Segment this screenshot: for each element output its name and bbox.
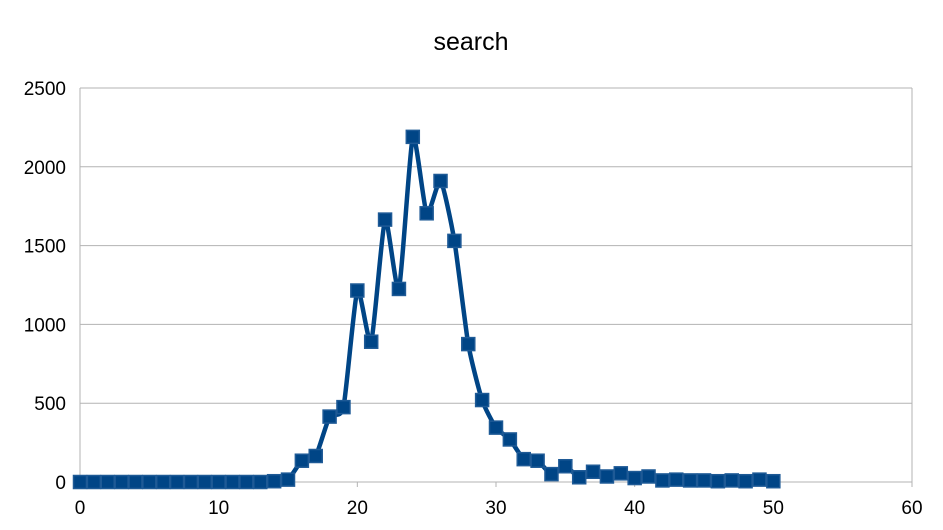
x-tick-label: 10 [208, 498, 229, 519]
data-point [766, 473, 781, 489]
data-point [363, 334, 379, 349]
data-point [738, 473, 753, 489]
data-point [571, 470, 587, 485]
data-point [308, 448, 323, 464]
x-tick-label: 20 [347, 498, 368, 519]
x-tick-labels: 0 10 20 30 40 50 60 [75, 498, 923, 519]
data-point [142, 474, 157, 490]
data-point [696, 473, 712, 488]
data-point [558, 458, 573, 474]
data-markers [72, 129, 781, 490]
data-point [488, 420, 504, 435]
y-tick-labels: 0 500 1000 1500 2000 2500 [24, 79, 66, 494]
data-point [447, 233, 462, 249]
data-point [72, 474, 88, 490]
data-point [641, 469, 656, 484]
x-tick-label: 60 [901, 498, 922, 519]
data-point [128, 474, 143, 490]
y-tick-label: 1500 [24, 237, 66, 258]
data-point [613, 466, 629, 481]
data-point [239, 474, 254, 490]
data-point [155, 474, 171, 490]
data-point [669, 472, 684, 487]
data-point [294, 453, 310, 468]
data-point [502, 432, 518, 447]
data-point [627, 470, 642, 486]
data-point [377, 212, 393, 227]
data-series [80, 134, 774, 485]
data-point [391, 281, 407, 297]
data-point [474, 392, 490, 408]
data-point [682, 473, 698, 488]
data-point [266, 473, 282, 489]
data-point [211, 474, 226, 490]
data-point [322, 409, 337, 424]
data-point [183, 474, 199, 490]
data-point [86, 474, 102, 490]
chart-title: search [433, 28, 508, 56]
data-point [169, 474, 185, 490]
data-point [599, 469, 615, 484]
data-point [530, 453, 545, 468]
y-tick-label: 500 [34, 394, 66, 415]
data-point [336, 399, 351, 415]
data-point [197, 474, 213, 490]
data-point [710, 473, 726, 489]
data-point [253, 474, 268, 490]
data-point [419, 206, 434, 221]
y-tick-label: 2000 [24, 158, 66, 179]
data-point [100, 474, 115, 490]
data-point [461, 336, 476, 352]
data-point [280, 472, 296, 487]
x-tick-label: 30 [485, 498, 506, 519]
data-point [544, 466, 559, 482]
data-point [585, 464, 601, 480]
data-point [724, 473, 739, 488]
x-tick-label: 0 [75, 498, 86, 519]
x-tick-label: 40 [624, 498, 645, 519]
data-point [225, 474, 240, 490]
x-tick-label: 50 [763, 498, 784, 519]
y-tick-label: 2500 [24, 79, 66, 100]
data-point [433, 173, 448, 189]
data-point [516, 451, 531, 467]
y-tick-label: 1000 [24, 315, 66, 336]
data-point [655, 473, 670, 488]
y-tick-label: 0 [55, 473, 66, 494]
series-line [80, 134, 774, 485]
data-point [114, 474, 129, 490]
data-point [752, 472, 767, 487]
data-point [350, 283, 365, 298]
data-point [405, 129, 421, 145]
